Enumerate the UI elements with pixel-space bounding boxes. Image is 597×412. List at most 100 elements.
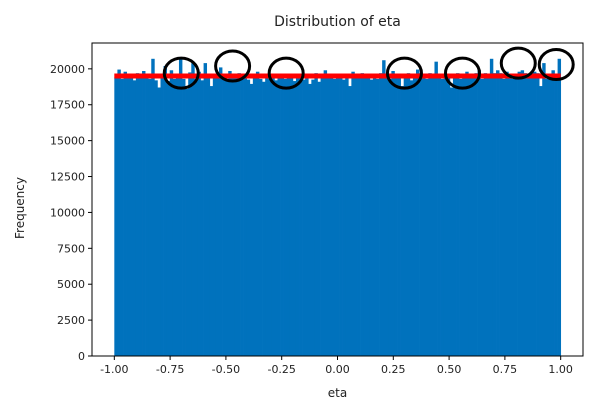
histogram-bar xyxy=(308,83,312,356)
histogram-bar xyxy=(339,76,343,357)
histogram-bar xyxy=(126,78,131,356)
histogram-bar xyxy=(206,74,211,356)
annotation-circle xyxy=(443,56,481,90)
x-tick-label: 0.75 xyxy=(493,363,518,376)
histogram-bar xyxy=(197,71,201,356)
histogram-bar xyxy=(200,80,204,357)
histogram-bar xyxy=(185,88,189,357)
histogram-bar xyxy=(351,71,355,356)
histogram-bar xyxy=(415,69,420,357)
histogram-bar xyxy=(443,75,448,356)
histogram-bar xyxy=(289,78,294,356)
histogram-bar xyxy=(255,71,260,356)
histogram-bar xyxy=(412,74,417,356)
annotation-circle xyxy=(499,46,537,80)
histogram-bar xyxy=(268,78,272,356)
histogram-bar xyxy=(400,86,405,356)
histogram-bar xyxy=(437,77,441,357)
histogram-bar xyxy=(388,78,392,356)
histogram-bar xyxy=(391,70,395,356)
histogram-bar xyxy=(142,70,146,356)
histogram-bar xyxy=(379,73,383,357)
x-tick-label: 0.00 xyxy=(325,363,350,376)
histogram-bar xyxy=(434,61,438,357)
histogram-bar xyxy=(526,77,531,357)
x-tick-label: 0.50 xyxy=(437,363,462,376)
histogram-bar xyxy=(471,76,475,356)
histogram-bar xyxy=(551,70,555,356)
histogram-bar xyxy=(218,67,223,356)
annotation-circle xyxy=(214,49,252,83)
histogram-bar xyxy=(502,78,506,356)
x-tick-label: -0.50 xyxy=(212,363,240,376)
histogram-bar xyxy=(237,73,241,357)
histogram-bar xyxy=(492,73,497,357)
histogram-bar xyxy=(259,78,263,356)
y-tick-label: 10000 xyxy=(50,206,85,219)
histogram-bar xyxy=(243,73,248,356)
histogram-bar xyxy=(357,75,361,356)
x-axis-label: eta xyxy=(327,386,348,400)
histogram-bar xyxy=(262,81,266,356)
histogram-bar xyxy=(477,70,481,356)
histogram-bar xyxy=(271,73,275,356)
annotation-circle xyxy=(537,48,575,82)
histogram-bar xyxy=(320,74,324,356)
histogram-bar xyxy=(366,76,371,356)
histogram-bar xyxy=(372,76,377,356)
x-tick-label: -0.25 xyxy=(267,363,295,376)
histogram-bar xyxy=(169,70,174,356)
histogram-bar xyxy=(178,58,183,356)
histogram-bar xyxy=(283,78,288,356)
histogram-bar xyxy=(246,79,251,356)
histogram-bar xyxy=(123,71,127,356)
histogram-bar xyxy=(409,80,414,357)
histogram-bar xyxy=(419,73,423,357)
x-tick-label: 0.25 xyxy=(381,363,406,376)
y-tick-label: 12500 xyxy=(50,171,85,184)
histogram-bar xyxy=(203,63,208,356)
annotation-circle xyxy=(385,56,423,90)
histogram-bar xyxy=(514,76,518,356)
y-tick-label: 7500 xyxy=(57,242,85,255)
histogram-bar xyxy=(295,74,300,356)
histogram-bar xyxy=(188,72,192,357)
histogram-bar xyxy=(348,86,352,356)
y-tick-label: 20000 xyxy=(50,63,85,76)
histogram-bar xyxy=(397,74,401,356)
histogram-bar xyxy=(403,76,408,356)
histogram-bar xyxy=(154,80,158,357)
histogram-bar xyxy=(542,63,546,356)
histogram-bar xyxy=(323,70,328,356)
histogram-bar xyxy=(360,73,365,357)
y-tick-label: 5000 xyxy=(57,278,85,291)
x-tick-label: 1.00 xyxy=(548,363,573,376)
histogram-bar xyxy=(240,78,244,356)
histogram-bar xyxy=(342,79,346,356)
histogram-bar xyxy=(406,73,411,357)
histogram-bar xyxy=(277,74,281,356)
histogram-bar xyxy=(496,70,500,356)
histogram-bar xyxy=(449,87,454,357)
histogram-bar xyxy=(182,78,186,356)
histogram-bar xyxy=(382,60,386,356)
annotation-circle xyxy=(267,56,305,90)
histogram-bar xyxy=(314,73,318,357)
histogram-bar xyxy=(468,76,472,357)
histogram-bar xyxy=(505,71,509,356)
histogram-bar xyxy=(114,77,118,357)
histogram-bar xyxy=(440,78,445,356)
bars-group xyxy=(114,58,562,357)
histogram-bar xyxy=(517,71,522,356)
x-tick-label: -1.00 xyxy=(100,363,128,376)
y-tick-label: 2500 xyxy=(57,314,85,327)
histogram-bar xyxy=(511,78,515,356)
histogram-bar xyxy=(299,76,303,357)
histogram-bar xyxy=(274,80,278,357)
histogram-bar xyxy=(163,65,168,357)
histogram-bar xyxy=(191,63,195,356)
histogram-bar xyxy=(166,81,171,357)
histogram-bar xyxy=(228,70,232,356)
